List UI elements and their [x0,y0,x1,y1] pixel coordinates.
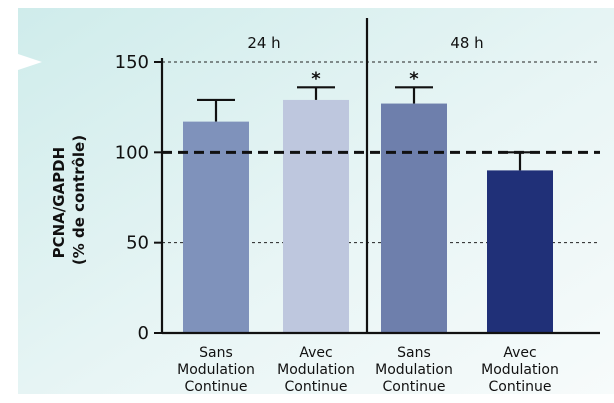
bar [283,99,349,333]
panel-label: 24 h [247,34,280,52]
y-tick-label: 0 [138,323,149,344]
x-category-label: Sans [199,345,233,361]
bar [487,170,553,333]
x-category-label: Continue [489,379,552,395]
y-tick-label: 50 [126,233,149,254]
x-category-label: Continue [383,379,446,395]
x-category-label: Avec [299,345,332,361]
bars [183,86,553,334]
x-category-label: Continue [185,379,248,395]
x-category-label: Modulation [481,362,559,378]
x-category-label: Avec [503,345,536,361]
bar [381,103,447,333]
significance-marker: * [409,68,419,89]
x-category-label: Modulation [375,362,453,378]
y-tick-label: 150 [115,52,149,73]
panel-label: 48 h [450,34,483,52]
x-category-label: Continue [285,379,348,395]
axes [154,18,600,335]
significance-marker: * [311,68,321,89]
y-tick-label: 100 [115,142,149,163]
x-category-label: Modulation [177,362,255,378]
x-category-label: Sans [397,345,431,361]
x-category-label: Modulation [277,362,355,378]
y-axis-label: PCNA/GAPDH (% de contrôle) [50,135,88,265]
bar [183,121,249,334]
